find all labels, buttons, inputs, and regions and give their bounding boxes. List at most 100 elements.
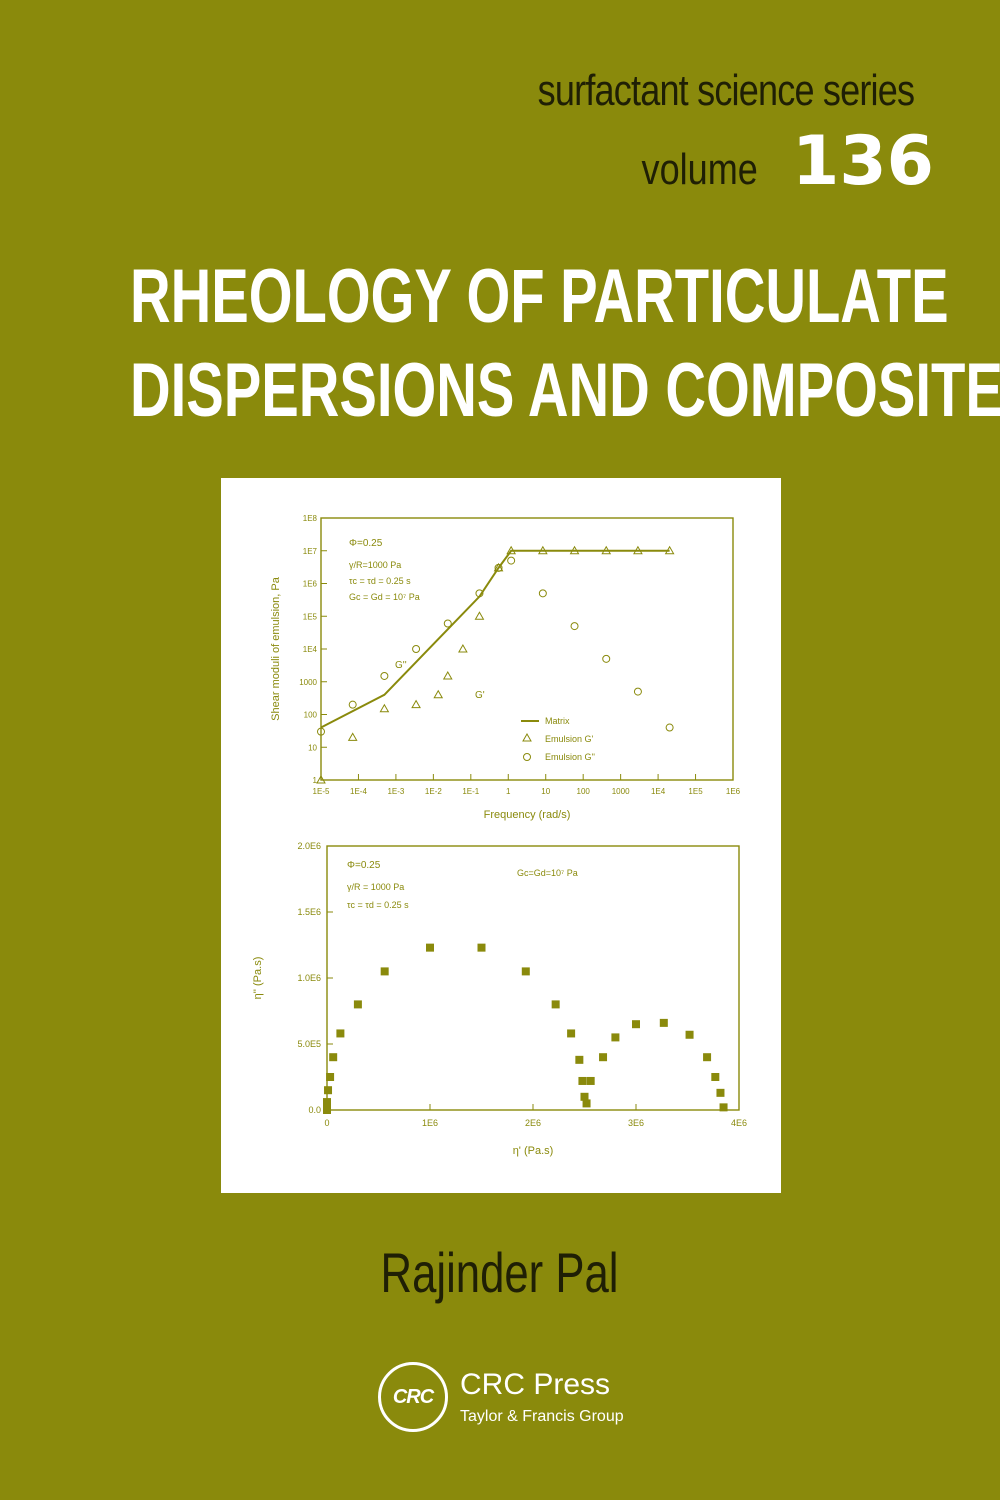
chart2-y-tick-label: 1.0E6 <box>297 973 321 983</box>
chart2-point <box>336 1029 345 1038</box>
chart1-y-tick-label: 100 <box>304 711 318 720</box>
chart1-x-axis-label: Frequency (rad/s) <box>484 809 571 821</box>
series-g-prime-point <box>411 699 421 709</box>
chart1-annotation-tau: τc = τd = 0.25 s <box>349 576 411 586</box>
series-g-double-prime-point <box>494 563 503 572</box>
chart1-y-tick-label: 10 <box>308 743 317 752</box>
series-g-double-prime-point <box>538 589 547 598</box>
chart2-point <box>551 1000 560 1009</box>
chart2-annotation-phi: Φ=0.25 <box>347 860 381 871</box>
chart2-y-axis-label: η'' (Pa.s) <box>252 957 264 1000</box>
chart1-y-axis-label: Shear moduli of emulsion, Pa <box>270 576 282 721</box>
chart1-annotation-g: Gc = Gd = 10⁷ Pa <box>349 592 420 602</box>
chart1-y-tick-label: 1E8 <box>303 514 318 523</box>
chart1-y-tick-label: 1E6 <box>303 580 318 589</box>
series-g-prime-point <box>506 545 517 555</box>
chart2-point <box>632 1020 640 1029</box>
chart2-x-tick-label: 0 <box>324 1118 329 1128</box>
chart1-y-tick-label: 1 <box>313 776 318 785</box>
chart2-x-tick-label: 3E6 <box>628 1118 644 1128</box>
chart2-point <box>567 1029 576 1038</box>
series-g-double-prime-point <box>443 619 452 628</box>
chart2-point <box>580 1092 589 1101</box>
chart1-y-tick-label: 1E7 <box>303 547 318 556</box>
chart2-point <box>426 943 434 952</box>
chart2-point <box>659 1018 668 1027</box>
series-g-double-prime-point <box>665 723 674 732</box>
chart2-point <box>716 1088 725 1097</box>
publisher-name: CRC Press <box>460 1368 611 1401</box>
chart1-x-tick-label: 1E-3 <box>387 787 404 796</box>
chart2-point <box>582 1099 591 1108</box>
chart1-x-tick-label: 1E-1 <box>462 787 479 796</box>
chart1-annotation-gamma: γ/R=1000 Pa <box>349 560 401 570</box>
legend-g-double-prime-label: Emulsion G'' <box>545 752 595 762</box>
chart2-point <box>329 1053 338 1062</box>
volume-row: volume 136 <box>616 122 934 201</box>
chart2-point <box>323 1106 331 1114</box>
series-g-double-prime-point <box>570 622 579 631</box>
series-g-prime-point <box>569 545 580 555</box>
series-g-prime-point <box>316 774 326 784</box>
chart2-annotation-tau: τc = τd = 0.25 s <box>347 900 409 910</box>
title-line-1: RHEOLOGY OF PARTICULATE <box>130 254 949 339</box>
series-g-double-prime-point <box>380 671 389 680</box>
legend-g-prime-label: Emulsion G' <box>545 734 594 744</box>
chart2-point <box>719 1103 728 1112</box>
chart2-y-tick-label: 1.5E6 <box>297 907 321 917</box>
logo-text: CRC <box>392 1385 434 1408</box>
publisher-block: CRC CRC Press Taylor & Francis Group <box>378 1362 678 1442</box>
chart2-point <box>380 967 389 976</box>
author-name: Rajinder Pal <box>0 1240 1000 1305</box>
chart1-x-tick-label: 1E5 <box>688 787 703 796</box>
series-g-prime-point <box>537 545 548 555</box>
series-g-prime-point <box>458 643 468 653</box>
series-g-prime-point <box>347 732 358 741</box>
chart2-point <box>611 1033 620 1042</box>
chart2-point <box>578 1076 587 1085</box>
legend-g-prime-swatch <box>522 732 532 742</box>
chart2-y-tick-label: 2.0E6 <box>297 841 321 851</box>
chart1-annotation-phi: Φ=0.25 <box>349 538 383 549</box>
cover-figure: 1E-5 1E-4 1E-3 1E-2 1E-1 1 10 100 1000 1E4 1E5 1E61… <box>252 514 747 1157</box>
chart2-point <box>324 1086 333 1095</box>
chart1-y-tick-label: 1E5 <box>303 612 318 621</box>
chart2-point <box>353 1000 362 1009</box>
chart1-x-tick-label: 10 <box>541 787 550 796</box>
legend-matrix-label: Matrix <box>545 716 570 726</box>
chart2-y-tick-label: 0.0 <box>308 1105 321 1115</box>
chart2-point <box>326 1073 335 1081</box>
series-matrix-line <box>320 549 670 729</box>
series-g-prime-point <box>379 703 390 713</box>
crc-logo-icon: CRC <box>378 1362 448 1432</box>
chart2-point <box>685 1030 694 1039</box>
chart2-point <box>586 1076 595 1085</box>
series-g-prime-point <box>633 545 643 555</box>
chart1-x-tick-label: 1E6 <box>726 787 741 796</box>
chart1-x-tick-label: 1E-5 <box>313 787 330 796</box>
chart2-point <box>323 1098 331 1107</box>
author-text: Rajinder Pal <box>381 1241 619 1304</box>
series-g-double-prime-point <box>317 727 325 736</box>
chart2-annotation-g: Gc=Gd=10⁷ Pa <box>517 868 578 878</box>
chart2-point <box>599 1053 608 1062</box>
chart1-x-tick-label: 1E-2 <box>425 787 442 796</box>
series-g-double-prime-point <box>475 589 484 598</box>
chart1-y-tick-label: 1E4 <box>303 645 318 654</box>
series-name: surfactant science series <box>537 66 914 115</box>
chart2-y-tick-label: 5.0E5 <box>297 1039 321 1049</box>
chart2-point <box>575 1055 584 1064</box>
series-g-prime-point <box>493 562 504 572</box>
chart1-label-g-prime: G' <box>475 690 485 701</box>
series-g-double-prime-point <box>348 700 357 709</box>
series-g-prime-point <box>433 689 444 699</box>
chart2-x-tick-label: 4E6 <box>731 1118 747 1128</box>
title-line-2: DISPERSIONS AND COMPOSITES <box>130 348 1000 433</box>
chart1-label-g-double-prime: G'' <box>395 660 407 671</box>
series-g-prime-point <box>442 670 453 680</box>
chart2-point <box>711 1073 720 1081</box>
chart1-x-tick-label: 1E4 <box>651 787 666 796</box>
chart2-point <box>703 1053 712 1062</box>
chart1-y-tick-label: 1000 <box>299 678 317 687</box>
chart1-x-tick-label: 100 <box>577 787 591 796</box>
